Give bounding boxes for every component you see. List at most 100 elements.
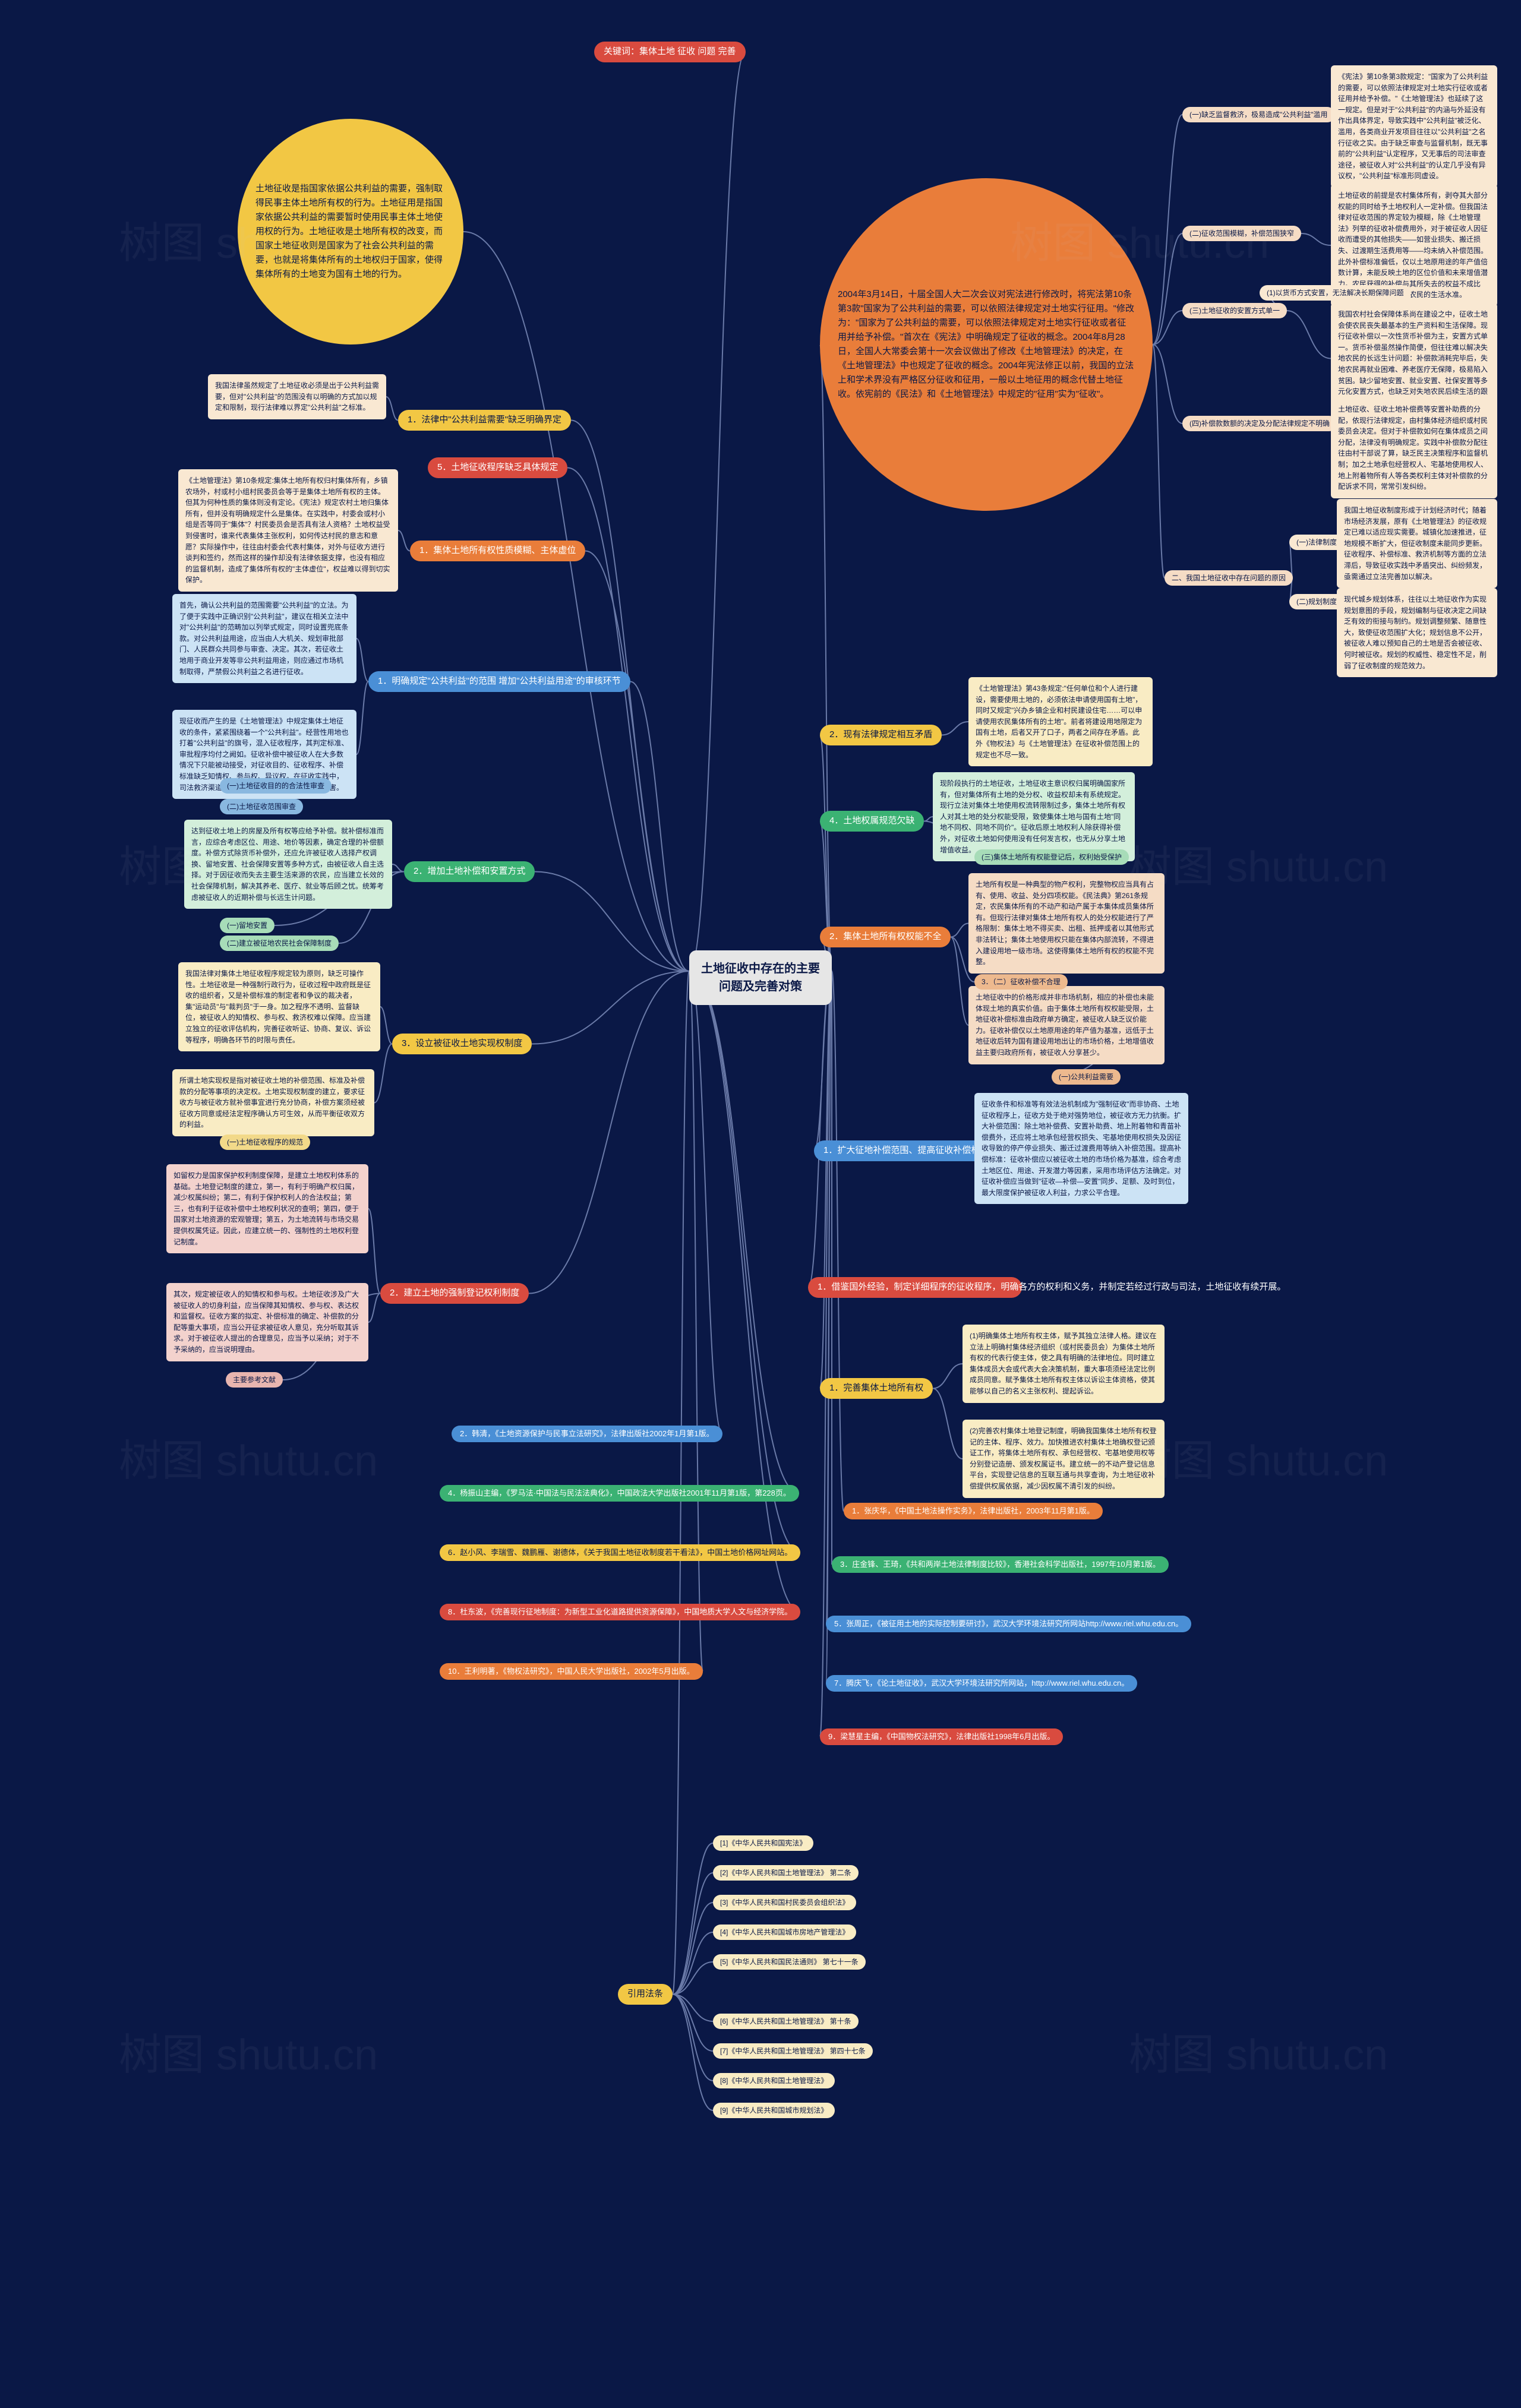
mindmap-node[interactable]: (1)明确集体土地所有权主体，赋予其独立法律人格。建议在立法上明确村集体经济组织… xyxy=(963,1325,1165,1403)
mindmap-node[interactable]: 3．庄金锋、王琦，《共和两岸土地法律制度比较》，香港社会科学出版社，1997年1… xyxy=(832,1556,1169,1573)
edge xyxy=(571,421,689,972)
mindmap-node[interactable]: (一)留地安置 xyxy=(220,918,274,933)
edge xyxy=(1153,311,1182,345)
edge xyxy=(924,817,933,821)
watermark: 树图 shutu.cn xyxy=(1129,832,1388,894)
edge xyxy=(567,468,689,972)
mindmap-node[interactable]: 其次，规定被征收人的知情权和参与权。土地征收涉及广大被征收人的切身利益，应当保障… xyxy=(166,1283,368,1361)
mindmap-node[interactable]: (二)征收范围模糊，补偿范围狭窄 xyxy=(1182,226,1301,241)
mindmap-node[interactable]: [8]《中华人民共和国土地管理法》 xyxy=(713,2073,835,2088)
mindmap-node[interactable]: 土地征收、征收土地补偿费等安置补助费的分配，依现行法律规定，由村集体经济组织或村… xyxy=(1331,398,1497,498)
mindmap-node[interactable]: 9．梁慧星主编，《中国物权法研究》，法律出版社1998年6月出版。 xyxy=(820,1728,1063,1745)
mindmap-node[interactable]: 2004年3月14日，十届全国人大二次会议对宪法进行修改时，将宪法第10条第3款… xyxy=(820,178,1153,511)
mindmap-node[interactable]: 我国法律对集体土地征收程序规定较为原则，缺乏可操作性。土地征收是一种强制行政行为… xyxy=(178,962,380,1051)
mindmap-node[interactable]: 达到征收土地上的房屋及所有权等应给予补偿。就补偿标准而言，应综合考虑区位、用途、… xyxy=(184,820,392,909)
mindmap-node[interactable]: 5．张周正，《被征用土地的实际控制要研讨》，武汉大学环境法研究所网站http:/… xyxy=(826,1616,1191,1632)
mindmap-node[interactable]: 2．增加土地补偿和安置方式 xyxy=(404,861,535,882)
edge xyxy=(826,971,832,1683)
mindmap-node[interactable]: 1．借鉴国外经验，制定详细程序的征收程序，明确各方的权利和义务，并制定若经过行政… xyxy=(808,1277,1022,1298)
mindmap-node[interactable]: (四)补偿款数额的决定及分配法律规定不明确 xyxy=(1182,416,1337,431)
edge xyxy=(463,232,689,971)
edge xyxy=(951,924,968,937)
edge xyxy=(1301,233,1331,245)
edge xyxy=(689,971,722,1434)
edge xyxy=(1153,115,1182,345)
mindmap-node[interactable]: 10．王利明著，《物权法研究》，中国人民大学出版社，2002年5月出版。 xyxy=(440,1663,703,1680)
edge xyxy=(808,971,832,1288)
mindmap-node[interactable]: [5]《中华人民共和国民法通则》 第七十一条 xyxy=(713,1954,866,1970)
mindmap-node[interactable]: (2)完善农村集体土地登记制度，明确我国集体土地所有权登记的主体、程序、效力。加… xyxy=(963,1420,1165,1498)
mindmap-node[interactable]: 1．张庆华，《中国土地法操作实务》，法律出版社，2003年11月第1版。 xyxy=(844,1503,1103,1519)
mindmap-node[interactable]: 4．土地权属规范欠缺 xyxy=(820,811,924,832)
mindmap-node[interactable]: 《宪法》第10条第3款规定："国家为了公共利益的需要，可以依照法律规定对土地实行… xyxy=(1331,65,1497,188)
mindmap-node[interactable]: 《土地管理法》第43条规定:"任何单位和个人进行建设，需要使用土地的，必须依法申… xyxy=(968,677,1153,766)
mindmap-node[interactable]: 我国土地征收制度形成于计划经济时代；随着市场经济发展，原有《土地管理法》的征收规… xyxy=(1337,499,1497,588)
edge xyxy=(380,1007,392,1044)
mindmap-node[interactable]: 现阶段执行的土地征收，土地征收主意识权归属明确国家所有，但对集体所有土地的处分权… xyxy=(933,772,1135,861)
mindmap-node[interactable]: [9]《中华人民共和国城市规划法》 xyxy=(713,2103,835,2118)
edge xyxy=(832,971,844,1511)
mindmap-node[interactable]: 土地征收中的价格形成并非市场机制，相应的补偿也未能体现土地的真实价值。由于集体土… xyxy=(968,986,1165,1064)
mindmap-node[interactable]: 土地所有权是一种典型的物产权利，完整物权应当具有占有、使用、收益、处分四项权能。… xyxy=(968,873,1165,974)
mindmap-node[interactable]: 3．（二）征收补偿不合理 xyxy=(974,974,1068,990)
mindmap-node[interactable]: 首先，确认公共利益的范围需要"公共利益"的立法。为了便于实践中正确识别"公共利益… xyxy=(172,594,356,683)
mindmap-node[interactable]: 1．扩大征地补偿范围、提高征收补偿标准 xyxy=(814,1140,998,1161)
mindmap-node[interactable]: [4]《中华人民共和国城市房地产管理法》 xyxy=(713,1924,856,1940)
mindmap-node[interactable]: 《土地管理法》第10条规定:集体土地所有权归村集体所有，乡镇农场外，村或村小组村… xyxy=(178,469,398,592)
mindmap-node[interactable]: [3]《中华人民共和国村民委员会组织法》 xyxy=(713,1895,856,1910)
mindmap-node[interactable]: 1．法律中"公共利益需要"缺乏明确界定 xyxy=(398,410,571,431)
mindmap-node[interactable]: 1．集体土地所有权性质模糊、主体虚位 xyxy=(410,541,585,561)
mindmap-node[interactable]: 引用法条 xyxy=(618,1984,673,2005)
mindmap-node[interactable]: 5．土地征收程序缺乏具体规定 xyxy=(428,457,567,478)
edge xyxy=(689,971,800,1553)
mindmap-node[interactable]: [1]《中华人民共和国宪法》 xyxy=(713,1835,813,1851)
edge xyxy=(689,971,703,1671)
mindmap-node[interactable]: 8．杜东波，《完善现行征地制度：为新型工业化道路提供资源保障》，中国地质大学人文… xyxy=(440,1604,800,1620)
mindmap-node[interactable]: (1)以货币方式安置，无法解决长期保障问题 xyxy=(1260,285,1411,301)
edge xyxy=(368,1209,380,1294)
mindmap-node[interactable]: (一)公共利益需要 xyxy=(1052,1069,1121,1085)
mindmap-node[interactable]: 2．韩清，《土地资源保护与民事立法研究》，法律出版社2002年1月第1版。 xyxy=(452,1426,722,1442)
mindmap-node[interactable]: (一)缺乏监督救济，极易造成"公共利益"滥用 xyxy=(1182,107,1335,122)
mindmap-node[interactable]: 2．现有法律规定相互矛盾 xyxy=(820,725,942,745)
mindmap-node[interactable]: 2．建立土地的强制登记权利制度 xyxy=(380,1283,529,1304)
mindmap-node[interactable]: [6]《中华人民共和国土地管理法》 第十条 xyxy=(713,2014,859,2029)
mindmap-node[interactable]: 4．杨振山主编，《罗马法·中国法与民法法典化》，中国政法大学出版社2001年11… xyxy=(440,1485,799,1502)
edge xyxy=(826,971,832,1624)
edge xyxy=(398,530,410,551)
edge xyxy=(386,397,398,421)
edge xyxy=(585,551,689,972)
mindmap-node[interactable]: [7]《中华人民共和国土地管理法》 第四十七条 xyxy=(713,2043,873,2059)
mindmap-node[interactable]: (一)土地征收程序的规范 xyxy=(220,1135,310,1150)
edge xyxy=(368,1294,380,1323)
mindmap-node[interactable]: (三)集体土地所有权能登记后，权利始受保护 xyxy=(974,849,1129,865)
mindmap-node[interactable]: 土地征收是指国家依据公共利益的需要，强制取得民事主体土地所有权的行为。土地征用是… xyxy=(238,119,463,345)
mindmap-node[interactable]: [2]《中华人民共和国土地管理法》 第二条 xyxy=(713,1865,859,1881)
edge xyxy=(673,1903,713,1995)
edge xyxy=(933,1364,963,1389)
mindmap-node[interactable]: 现代城乡规划体系，往往以土地征收作为实现规划意图的手段，规划编制与征收决定之间缺… xyxy=(1337,588,1497,677)
mindmap-node[interactable]: 1．明确规定"公共利益"的范围 增加"公共利益用途"的审核环节 xyxy=(368,671,630,692)
mindmap-node[interactable]: 我国法律虽然规定了土地征收必须是出于公共利益需要，但对"公共利益"的范围没有以明… xyxy=(208,374,386,419)
mindmap-node[interactable]: 7．腾庆飞，《论土地征收》，武汉大学环境法研究所网站，http://www.ri… xyxy=(826,1675,1137,1692)
mindmap-node[interactable]: 如留权力是国家保护权利制度保障，是建立土地权利体系的基础。土地登记制度的建立，第… xyxy=(166,1164,368,1253)
mindmap-node[interactable]: 主要参考文献 xyxy=(226,1372,283,1388)
mindmap-node[interactable]: (二)土地征收范围审查 xyxy=(220,799,303,814)
edge xyxy=(673,1873,713,1995)
mindmap-node[interactable]: 二、我国土地征收中存在问题的原因 xyxy=(1165,570,1293,586)
mindmap-node[interactable]: 所谓土地实现权是指对被征收土地的补偿范围、标准及补偿款的分配等事项的决定权。土地… xyxy=(172,1069,374,1136)
mindmap-node[interactable]: 关键词：集体土地 征收 问题 完善 xyxy=(594,42,746,62)
mindmap-node[interactable]: 征收条件和标准等有效法治机制成为"强制征收"而非协商、土地征收程序上，征收方处于… xyxy=(974,1093,1188,1204)
mindmap-node[interactable]: 2．集体土地所有权权能不全 xyxy=(820,927,951,947)
mindmap-node[interactable]: 3．设立被征收土地实现权制度 xyxy=(392,1034,532,1054)
center-topic[interactable]: 土地征收中存在的主要问题及完善对策 xyxy=(689,950,832,1005)
edge xyxy=(673,1932,713,1995)
mindmap-node[interactable]: (一)土地征收目的的合法性审查 xyxy=(220,778,332,794)
edge xyxy=(535,872,689,972)
mindmap-node[interactable]: (二)建立被征地农民社会保障制度 xyxy=(220,936,339,951)
mindmap-node[interactable]: 1．完善集体土地所有权 xyxy=(820,1378,933,1399)
mindmap-node[interactable]: (三)土地征收的安置方式单一 xyxy=(1182,303,1287,318)
mindmap-node[interactable]: 6．赵小风、李瑞雪、魏鹏雁、谢德体，《关于我国土地征收制度若干看法》，中国土地价… xyxy=(440,1544,800,1561)
edge xyxy=(689,52,746,972)
edge xyxy=(942,722,968,735)
